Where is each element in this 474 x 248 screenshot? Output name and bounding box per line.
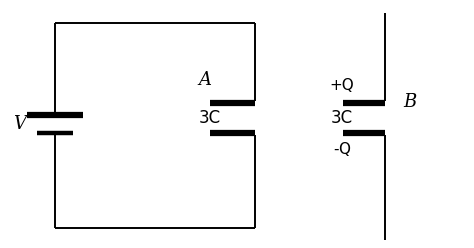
Text: 3C: 3C (199, 109, 221, 127)
Text: A: A (199, 71, 211, 89)
Text: -Q: -Q (333, 143, 351, 157)
Text: B: B (403, 93, 417, 111)
Text: +Q: +Q (329, 79, 355, 93)
Text: 3C: 3C (331, 109, 353, 127)
Text: V: V (13, 115, 27, 133)
